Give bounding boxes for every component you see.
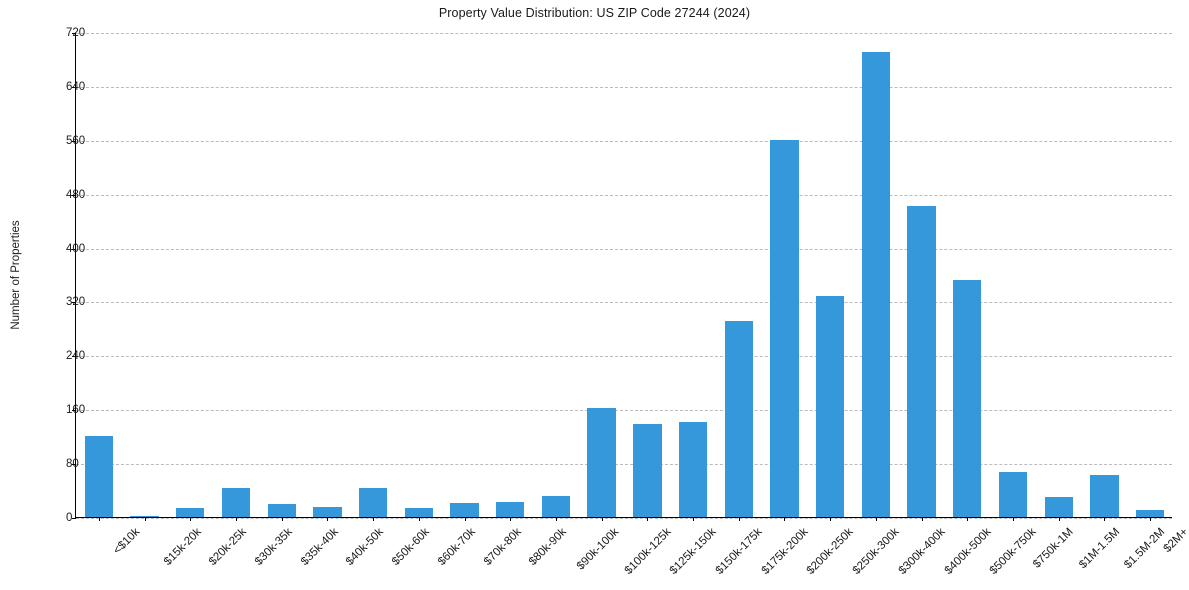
x-tick-mark bbox=[510, 517, 512, 521]
bar[interactable] bbox=[861, 52, 891, 517]
bar[interactable] bbox=[84, 435, 113, 517]
y-axis-label: Number of Properties bbox=[10, 220, 22, 330]
x-tick-label: $100k-125k bbox=[622, 526, 674, 577]
x-tick-mark bbox=[418, 517, 420, 521]
x-tick-label: $125k-150k bbox=[667, 526, 719, 577]
x-tick-mark bbox=[693, 517, 695, 521]
x-tick-label: $50k-60k bbox=[389, 526, 432, 568]
x-tick-label: $1.5M-2M bbox=[1122, 526, 1168, 572]
y-tick-mark bbox=[72, 248, 76, 250]
x-tick-mark bbox=[601, 517, 603, 521]
x-tick-mark bbox=[830, 517, 832, 521]
x-tick-mark bbox=[967, 517, 969, 521]
bar[interactable] bbox=[907, 205, 936, 517]
x-tick-mark bbox=[555, 517, 557, 521]
x-tick-mark bbox=[144, 517, 146, 521]
x-tick-label: $15k-20k bbox=[161, 526, 204, 568]
x-tick-mark bbox=[784, 517, 786, 521]
x-tick-mark bbox=[190, 517, 192, 521]
x-tick-label: <$10k bbox=[111, 526, 142, 557]
y-tick-mark bbox=[72, 194, 76, 196]
y-tick-mark bbox=[72, 33, 76, 34]
x-tick-label: $60k-70k bbox=[435, 526, 478, 568]
bar[interactable] bbox=[1090, 475, 1119, 517]
chart-title: Property Value Distribution: US ZIP Code… bbox=[438, 6, 751, 20]
bar[interactable] bbox=[998, 471, 1028, 517]
x-tick-label: $400k-500k bbox=[942, 526, 994, 577]
y-tick-mark bbox=[72, 410, 76, 412]
bar[interactable] bbox=[724, 320, 753, 517]
y-tick-mark bbox=[72, 86, 76, 88]
x-tick-mark bbox=[875, 517, 877, 521]
y-axis-ticks: 0 80 160 240 320 400 480 560 640 720 bbox=[66, 27, 86, 524]
x-tick-mark bbox=[98, 517, 100, 521]
bar[interactable] bbox=[678, 422, 708, 517]
bar[interactable] bbox=[587, 407, 616, 517]
x-tick-label: $1M-1.5M bbox=[1076, 526, 1122, 572]
x-tick-mark bbox=[1013, 517, 1015, 521]
x-tick-mark bbox=[1104, 517, 1106, 521]
x-tick-mark bbox=[464, 517, 466, 521]
x-tick-label: $150k-175k bbox=[713, 526, 765, 577]
x-tick-label: $90k-100k bbox=[574, 526, 622, 573]
x-tick-label: $35k-40k bbox=[298, 526, 341, 568]
gridline bbox=[76, 518, 1172, 519]
x-tick-label: $500k-750k bbox=[987, 526, 1039, 577]
bar[interactable] bbox=[953, 279, 982, 517]
bar[interactable] bbox=[358, 488, 388, 517]
x-tick-mark bbox=[1058, 517, 1060, 521]
x-tick-label: $20k-25k bbox=[207, 526, 250, 568]
bar[interactable] bbox=[176, 508, 205, 517]
bar[interactable] bbox=[221, 488, 251, 517]
x-tick-label: $70k-80k bbox=[481, 526, 524, 568]
x-tick-mark bbox=[921, 517, 923, 521]
bar[interactable] bbox=[313, 506, 342, 517]
y-tick-mark bbox=[72, 464, 76, 466]
x-tick-mark bbox=[738, 517, 740, 521]
x-tick-mark bbox=[235, 517, 237, 521]
x-tick-mark bbox=[327, 517, 329, 521]
bar[interactable] bbox=[130, 515, 159, 517]
x-tick-label: $40k-50k bbox=[344, 526, 387, 568]
x-tick-mark bbox=[1150, 517, 1152, 521]
x-tick-mark bbox=[647, 517, 649, 521]
bar[interactable] bbox=[1135, 509, 1165, 517]
plot-area: 0 80 160 240 320 400 480 560 640 720 Number of Pr… bbox=[10, 27, 1172, 524]
bar[interactable] bbox=[633, 424, 662, 517]
bar[interactable] bbox=[770, 139, 799, 517]
x-axis-labels: <$10k $15k-20k $20k-25k $30k-35k $35k-40k $40… bbox=[75, 522, 1189, 590]
y-tick-mark bbox=[72, 518, 76, 519]
x-tick-label: $2M+ bbox=[1161, 526, 1189, 556]
bar[interactable] bbox=[541, 496, 571, 517]
x-tick-label: $250k-300k bbox=[850, 526, 902, 577]
x-tick-label: $300k-400k bbox=[896, 526, 948, 577]
bar[interactable] bbox=[450, 502, 479, 517]
y-tick-mark bbox=[72, 302, 76, 304]
bar[interactable] bbox=[1044, 496, 1073, 517]
bar[interactable] bbox=[404, 508, 433, 517]
y-tick-mark bbox=[72, 356, 76, 358]
x-tick-mark bbox=[281, 517, 283, 521]
bar[interactable] bbox=[496, 502, 525, 517]
bar[interactable] bbox=[816, 296, 845, 517]
x-tick-label: $200k-250k bbox=[805, 526, 857, 577]
bar[interactable] bbox=[267, 504, 296, 517]
x-tick-mark bbox=[373, 517, 375, 521]
bar-series bbox=[76, 33, 1172, 521]
x-tick-label: $175k-200k bbox=[759, 526, 811, 577]
x-tick-label: $30k-35k bbox=[252, 526, 295, 568]
y-tick-mark bbox=[72, 140, 76, 142]
x-tick-label: $80k-90k bbox=[527, 526, 570, 568]
